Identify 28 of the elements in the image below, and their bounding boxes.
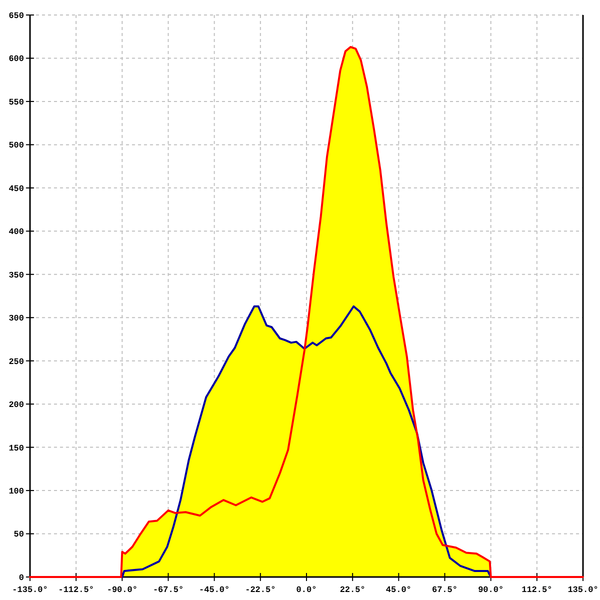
x-tick-label: 22.5°: [340, 585, 366, 595]
y-tick-label: 0: [18, 572, 24, 583]
line-series: [121, 305, 492, 578]
x-tick-label: -67.5°: [152, 585, 184, 595]
x-tick-label: -135.0°: [12, 585, 48, 595]
y-tick-label: 550: [8, 97, 24, 108]
y-tick-label: 200: [8, 400, 24, 410]
y-tick-label: 650: [8, 10, 24, 21]
x-tick-label: 45.0°: [386, 585, 412, 595]
x-tick-label: -22.5°: [245, 585, 276, 595]
y-tick-label: 300: [8, 314, 24, 324]
y-tick-label: 350: [8, 270, 24, 280]
x-tick-label: 0.0°: [296, 585, 317, 595]
x-tick-label: 67.5°: [432, 585, 458, 595]
y-tick-label: 250: [8, 356, 24, 367]
x-tick-label: 112.5°: [522, 585, 552, 595]
y-tick-label: 150: [8, 443, 24, 454]
y-tick-label: 500: [8, 140, 24, 151]
x-tick-label: -90.0°: [106, 585, 138, 595]
y-tick-label: 50: [14, 530, 24, 540]
x-tick-label: -112.5°: [58, 585, 94, 595]
y-tick-label: 450: [8, 184, 24, 194]
y-tick-label: 100: [8, 486, 24, 497]
y-tick-label: 600: [8, 54, 24, 64]
y-tick-label: 400: [8, 227, 24, 238]
x-tick-label: -45.0°: [199, 585, 230, 595]
x-tick-label: 90.0°: [478, 585, 504, 595]
x-tick-label: 135.0°: [568, 585, 598, 595]
